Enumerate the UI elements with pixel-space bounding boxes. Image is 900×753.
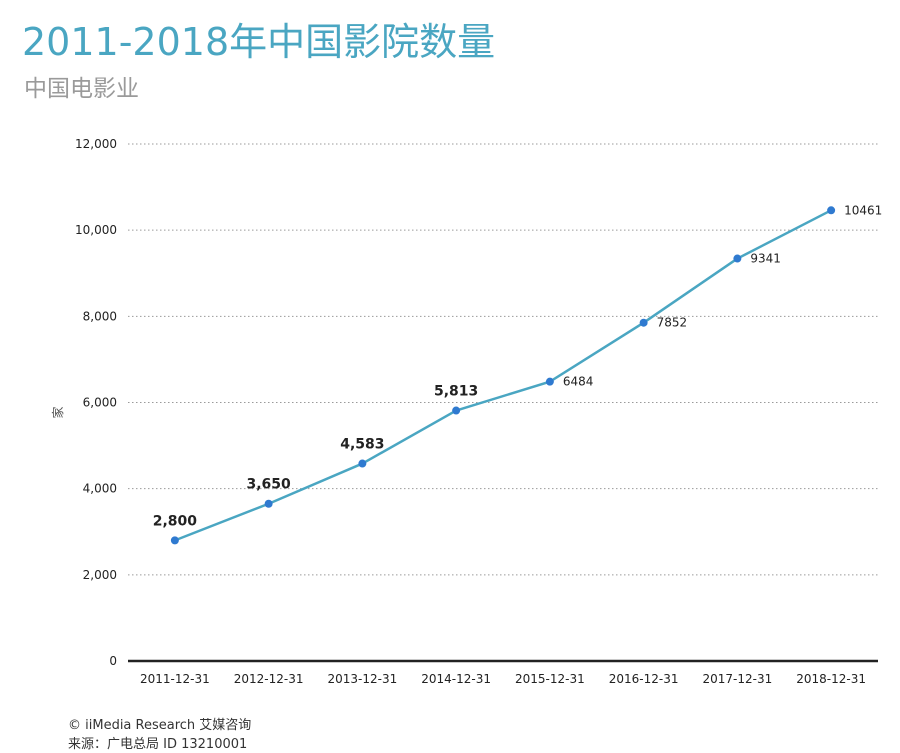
y-axis-label: 家	[50, 406, 65, 418]
y-tick-label: 12,000	[75, 137, 117, 151]
x-tick-label: 2017-12-31	[703, 672, 773, 686]
data-point	[733, 254, 742, 263]
data-label: 4,583	[340, 437, 384, 453]
copyright-text: © iiMedia Research 艾媒咨询	[68, 718, 252, 733]
x-tick-label: 2011-12-31	[140, 672, 210, 686]
source-text: 来源：广电总局 ID 13210001	[68, 737, 248, 752]
x-tick-label: 2013-12-31	[328, 672, 398, 686]
data-point	[264, 499, 273, 508]
data-label: 10461	[844, 203, 882, 217]
data-label: 7852	[657, 316, 688, 330]
y-tick-label: 10,000	[75, 223, 117, 237]
data-point	[170, 536, 179, 545]
x-tick-label: 2012-12-31	[234, 672, 304, 686]
y-tick-label: 8,000	[83, 309, 117, 323]
x-tick-label: 2015-12-31	[515, 672, 585, 686]
data-point	[827, 206, 836, 215]
x-tick-label: 2014-12-31	[421, 672, 491, 686]
chart-title: 2011-2018年中国影院数量	[22, 20, 496, 64]
data-label: 3,650	[246, 477, 291, 493]
x-tick-label: 2018-12-31	[796, 672, 866, 686]
data-label: 6484	[563, 375, 594, 389]
y-tick-label: 0	[109, 654, 117, 668]
series-line	[174, 209, 832, 542]
data-point	[358, 459, 367, 468]
data-label: 5,813	[434, 384, 478, 400]
data-label: 2,800	[153, 513, 198, 529]
chart-subtitle: 中国电影业	[24, 76, 139, 102]
y-tick-label: 2,000	[83, 568, 117, 582]
y-tick-label: 4,000	[83, 482, 117, 496]
data-point	[639, 318, 648, 327]
x-tick-label: 2016-12-31	[609, 672, 679, 686]
y-tick-label: 6,000	[83, 396, 117, 410]
data-point	[545, 377, 554, 386]
data-point	[452, 406, 461, 415]
data-label: 9341	[750, 252, 781, 266]
